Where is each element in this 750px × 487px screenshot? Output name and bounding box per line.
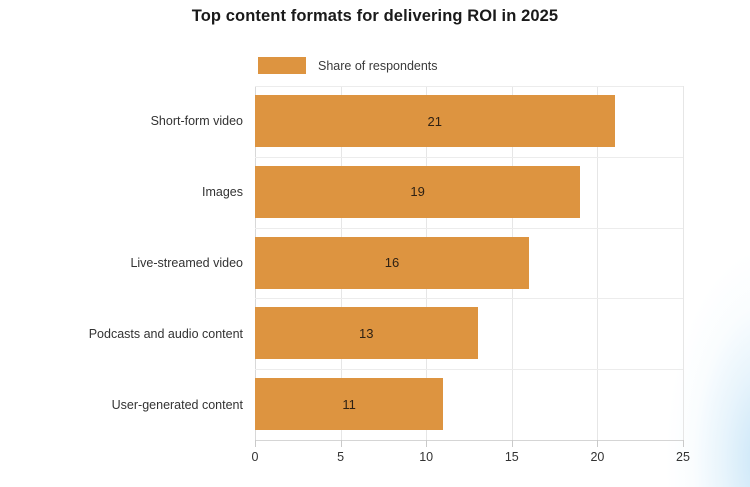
gridline-horizontal	[255, 369, 683, 371]
y-axis-label-text: Live-streamed video	[130, 255, 243, 270]
y-axis-label-short-form-video: Short-form video	[0, 86, 243, 157]
y-axis-label-text: Podcasts and audio content	[88, 326, 243, 341]
y-axis-category-labels: Short-form video Images Live-streamed vide…	[0, 86, 243, 440]
x-axis-tick-mark	[511, 440, 513, 447]
x-axis-tick-label: 10	[419, 450, 434, 464]
y-axis-label-text: User-generated content	[111, 397, 243, 412]
x-axis-tick-mark	[340, 440, 342, 447]
legend-label-share-of-respondents: Share of respondents	[318, 58, 438, 73]
x-axis-tick-label: 15	[504, 450, 519, 464]
bar-value-label: 11	[342, 396, 356, 412]
bar: 13	[255, 307, 478, 360]
bar: 19	[255, 165, 581, 218]
gridline-vertical	[683, 86, 684, 440]
gridline-horizontal	[255, 227, 683, 229]
bar: 11	[255, 378, 444, 431]
x-axis-tick-mark	[255, 440, 256, 447]
plot-area: 21 19 16 13 11	[255, 86, 684, 440]
gridline-vertical	[597, 86, 599, 440]
chart-bar-row: 16	[255, 228, 683, 299]
chart-bar-row: 21	[255, 86, 683, 157]
bar-value-label: 19	[410, 184, 425, 200]
bar: 21	[255, 95, 615, 147]
y-axis-label-text: Images	[202, 185, 243, 200]
chart-bar-row: 11	[255, 369, 683, 440]
x-axis-tick-label: 5	[337, 450, 345, 464]
y-axis-label-text: Short-form video	[150, 114, 243, 129]
x-axis-tick-mark	[683, 440, 684, 447]
bar-value-label: 13	[359, 325, 374, 341]
x-axis-line	[255, 440, 684, 441]
bar-value-label: 21	[427, 113, 442, 129]
y-axis-label-user-generated-content: User-generated content	[0, 369, 243, 440]
y-axis-label-podcasts-and-audio-content: Podcasts and audio content	[0, 298, 243, 369]
chart-title: Top content formats for delivering ROI i…	[191, 7, 559, 25]
x-axis-tick-label: 0	[251, 450, 259, 464]
x-axis-tick-label: 20	[590, 450, 605, 464]
y-axis-label-live-streamed-video: Live-streamed video	[0, 228, 243, 299]
x-axis-tick-mark	[426, 440, 428, 447]
chart-bar-row: 19	[255, 157, 683, 228]
bar-value-label: 16	[384, 255, 400, 271]
y-axis-label-images: Images	[0, 157, 243, 228]
bar: 16	[255, 236, 529, 289]
legend-color-swatch-share-of-respondents	[258, 57, 306, 74]
chart-bar-row: 13	[255, 298, 683, 369]
gridline-horizontal-top	[255, 86, 683, 87]
chart-legend: Share of respondents	[258, 57, 438, 74]
x-axis-tick-mark	[597, 440, 599, 447]
gridline-horizontal	[255, 156, 683, 158]
gridline-horizontal	[255, 298, 683, 300]
x-axis-tick-label: 25	[676, 450, 690, 464]
